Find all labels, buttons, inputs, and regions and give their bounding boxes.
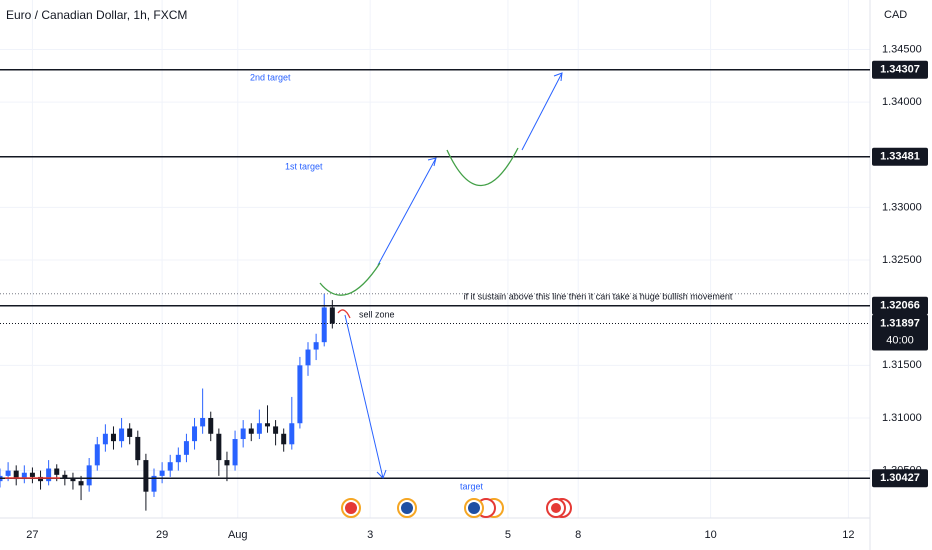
annotation: if it sustain above this line then it ca… [464,291,733,301]
candle-body [127,428,133,437]
candle-body [273,426,279,434]
candle-body [216,433,222,461]
candle-body [135,436,141,461]
annotation: 2nd target [250,72,291,82]
arrow [377,157,437,266]
price-label-box [872,147,928,166]
x-tick-label: 27 [26,529,38,541]
price-label: 1.30427 [880,472,920,484]
candle-body [200,417,206,427]
candle-body [175,454,181,463]
countdown: 40:00 [886,334,914,346]
events [341,498,572,518]
candle-body [224,460,230,466]
price-label: 1.33481 [880,151,920,163]
candle-body [62,474,68,478]
price-label-box [872,296,928,315]
last-price-box [872,314,928,351]
candle-body [5,470,11,476]
candle-body [29,472,35,477]
chart-title: Euro / Canadian Dollar, 1h, FXCM [6,8,187,22]
candle-body [159,470,165,476]
candle-body [240,428,246,440]
axis: 1.34500 1.34000 1.33000 1.32500 1.31500 1.310… [26,43,928,541]
event-icon [345,502,357,514]
candle-body [46,468,52,482]
y-tick-label: 1.34000 [882,96,922,108]
event-icon [551,503,561,513]
candle-body [264,423,270,427]
arrow [521,72,563,151]
x-tick-label: 3 [367,529,373,541]
levels [0,69,870,480]
candle-body [110,433,116,442]
annotation: sell zone [359,309,395,319]
candle-body [86,465,92,486]
y-tick-label: 1.33000 [882,201,922,213]
candle-body [192,426,198,442]
candle-body [256,423,262,434]
candle-body [13,470,19,480]
candle-body [94,444,100,466]
candle-body [313,342,319,350]
y-tick-label: 1.32500 [882,254,922,266]
candle-body [54,468,60,475]
candle-body [183,441,189,455]
candle-body [289,423,295,445]
candle-body [102,433,108,445]
curve [446,147,519,187]
candle-body [305,349,311,366]
annotation: target [460,481,484,491]
candle-body [119,428,125,442]
y-tick-label: 1.34500 [882,43,922,55]
y-tick-label: 1.31500 [882,359,922,371]
x-tick-label: 10 [704,529,716,541]
candle-body [143,460,149,492]
x-tick-label: 8 [575,529,581,541]
candle-body [208,417,214,434]
price-label-box [872,469,928,488]
candle-body [151,475,157,492]
price-label-box [872,60,928,79]
curve [337,309,351,319]
candle-body [321,307,327,343]
candle-body [78,481,84,486]
candle-body [167,462,173,471]
grid [0,0,870,518]
price-label: 1.34307 [880,64,920,76]
curve [319,262,381,296]
annotation: 1st target [285,161,323,171]
candle-body [248,428,254,434]
candle-body [21,472,27,480]
price-label: 1.32066 [880,300,920,312]
arrow [344,314,387,479]
candle-body [329,307,335,324]
x-tick-label: Aug [228,529,248,541]
drawings [5,72,563,479]
y-tick-label: 1.31000 [882,412,922,424]
candle-body [232,439,238,466]
currency-label: CAD [884,9,907,21]
x-tick-label: 12 [842,529,854,541]
candle-body [297,365,303,424]
x-tick-label: 29 [156,529,168,541]
last-price-label: 1.31897 [880,317,920,329]
x-tick-label: 5 [505,529,511,541]
candle-body [281,433,287,445]
event-icon [401,502,413,514]
candle-body [70,477,76,482]
candles [0,293,335,511]
event-icon [468,502,480,514]
